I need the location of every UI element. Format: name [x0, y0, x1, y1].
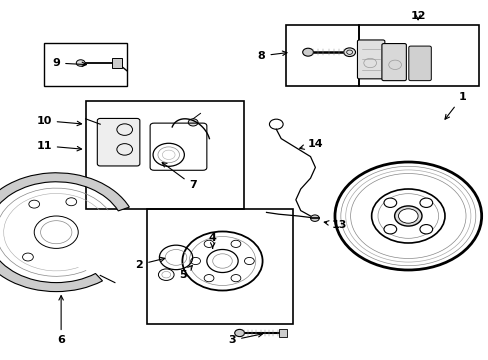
FancyBboxPatch shape [408, 46, 430, 81]
Wedge shape [0, 173, 129, 292]
Text: 9: 9 [52, 58, 86, 68]
Bar [85, 101, 244, 209]
Text: 7: 7 [162, 163, 197, 190]
Circle shape [302, 48, 313, 56]
Bar [278, 329, 286, 337]
Bar [285, 25, 359, 86]
Text: 11: 11 [36, 141, 81, 151]
Text: 13: 13 [324, 220, 347, 230]
Text: 12: 12 [409, 11, 425, 21]
Text: 14: 14 [299, 139, 323, 149]
Text: 8: 8 [257, 51, 286, 61]
Circle shape [419, 225, 432, 234]
Bar [146, 209, 293, 324]
Circle shape [419, 198, 432, 207]
Text: 2: 2 [135, 257, 164, 270]
Circle shape [383, 198, 396, 207]
FancyBboxPatch shape [381, 44, 406, 81]
Text: 5: 5 [179, 265, 192, 280]
Text: 6: 6 [57, 296, 65, 345]
Bar [359, 25, 478, 86]
Circle shape [234, 329, 244, 337]
Circle shape [383, 225, 396, 234]
Text: 10: 10 [36, 116, 81, 126]
Circle shape [188, 119, 198, 126]
Circle shape [343, 48, 355, 57]
Bar [44, 43, 127, 86]
Circle shape [310, 215, 319, 221]
Text: 4: 4 [208, 233, 216, 248]
Circle shape [398, 209, 417, 223]
Text: 1: 1 [444, 92, 465, 119]
Circle shape [394, 206, 421, 226]
FancyBboxPatch shape [357, 40, 384, 79]
FancyBboxPatch shape [97, 118, 140, 166]
Circle shape [76, 60, 85, 66]
Bar [112, 58, 122, 68]
Text: 3: 3 [228, 333, 262, 345]
